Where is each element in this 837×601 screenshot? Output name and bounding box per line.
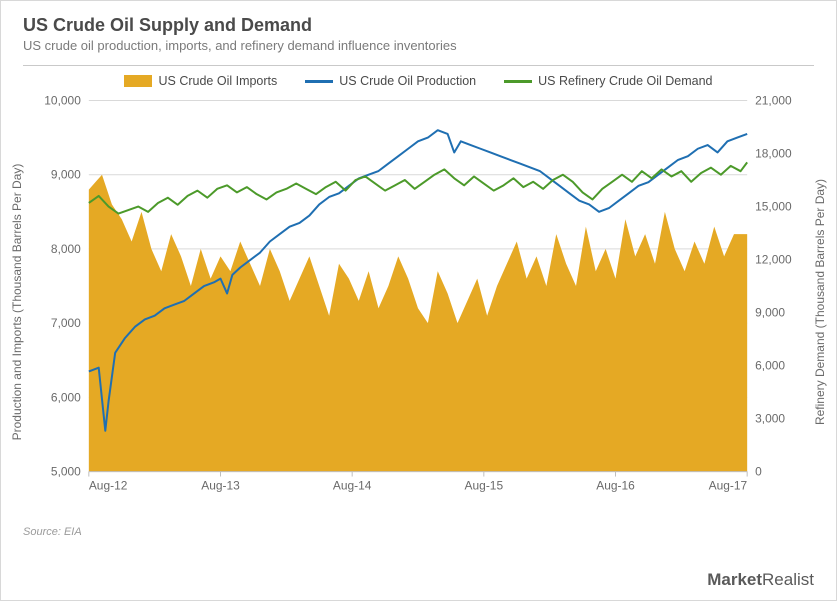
y-axis-right-label: Refinery Demand (Thousand Barrels Per Da… bbox=[813, 179, 827, 425]
chart-svg: 5,000 6,000 7,000 8,000 9,000 10,000 0 3,000 6,0… bbox=[23, 92, 814, 512]
svg-text:Aug-17: Aug-17 bbox=[709, 479, 748, 493]
svg-text:15,000: 15,000 bbox=[755, 200, 792, 214]
brand-logo: MarketRealist bbox=[707, 570, 814, 590]
area-swatch-icon bbox=[124, 75, 152, 87]
svg-text:5,000: 5,000 bbox=[51, 465, 81, 479]
svg-text:Aug-16: Aug-16 bbox=[596, 479, 635, 493]
legend-item-imports: US Crude Oil Imports bbox=[124, 74, 277, 88]
legend-label: US Refinery Crude Oil Demand bbox=[538, 74, 712, 88]
svg-text:6,000: 6,000 bbox=[51, 390, 81, 404]
svg-text:9,000: 9,000 bbox=[51, 168, 81, 182]
legend-item-refinery: US Refinery Crude Oil Demand bbox=[504, 74, 712, 88]
y-axis-left-label: Production and Imports (Thousand Barrels… bbox=[10, 164, 24, 441]
svg-text:7,000: 7,000 bbox=[51, 316, 81, 330]
legend-item-production: US Crude Oil Production bbox=[305, 74, 476, 88]
source-attribution: Source: EIA bbox=[23, 526, 836, 538]
svg-text:9,000: 9,000 bbox=[755, 306, 785, 320]
svg-text:12,000: 12,000 bbox=[755, 253, 792, 267]
chart-title: US Crude Oil Supply and Demand bbox=[23, 15, 836, 36]
svg-text:6,000: 6,000 bbox=[755, 359, 785, 373]
legend-label: US Crude Oil Production bbox=[339, 74, 476, 88]
svg-text:3,000: 3,000 bbox=[755, 412, 785, 426]
brand-light: Realist bbox=[762, 570, 814, 589]
brand-bold: Market bbox=[707, 570, 762, 589]
svg-text:Aug-12: Aug-12 bbox=[89, 479, 128, 493]
legend-label: US Crude Oil Imports bbox=[158, 74, 277, 88]
svg-text:10,000: 10,000 bbox=[44, 93, 81, 107]
line-swatch-icon bbox=[504, 80, 532, 83]
svg-text:21,000: 21,000 bbox=[755, 93, 792, 107]
svg-text:8,000: 8,000 bbox=[51, 242, 81, 256]
chart-subtitle: US crude oil production, imports, and re… bbox=[23, 38, 836, 53]
svg-text:18,000: 18,000 bbox=[755, 147, 792, 161]
svg-text:Aug-15: Aug-15 bbox=[465, 479, 504, 493]
svg-text:Aug-13: Aug-13 bbox=[201, 479, 240, 493]
svg-text:0: 0 bbox=[755, 465, 762, 479]
legend: US Crude Oil Imports US Crude Oil Produc… bbox=[1, 66, 836, 92]
line-swatch-icon bbox=[305, 80, 333, 83]
chart-area: Production and Imports (Thousand Barrels… bbox=[23, 92, 814, 512]
svg-text:Aug-14: Aug-14 bbox=[333, 479, 372, 493]
